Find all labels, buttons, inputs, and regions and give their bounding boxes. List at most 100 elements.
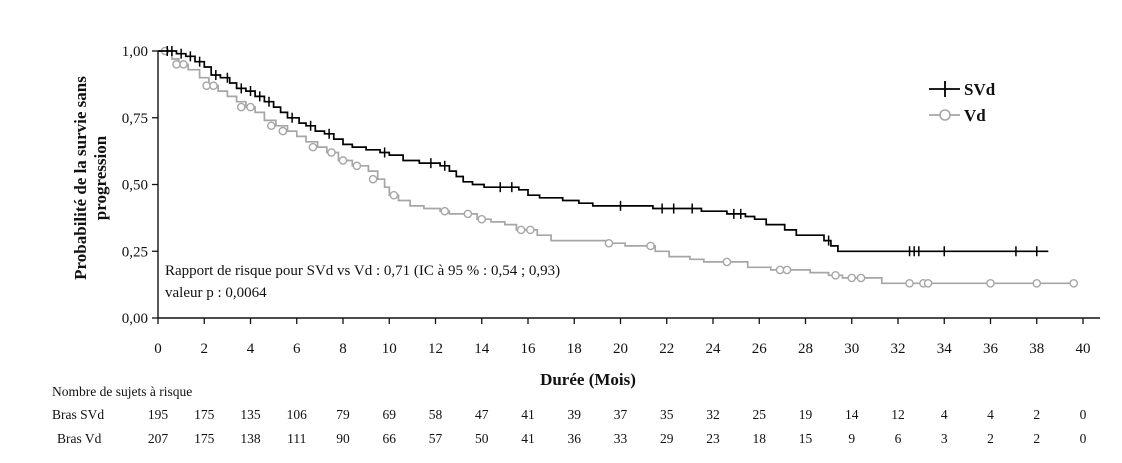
- censor-mark: [986, 278, 995, 288]
- risk-row-label-vd: Bras Vd: [57, 431, 102, 446]
- legend-label-vd: Vd: [964, 106, 986, 125]
- risk-cell: 32: [706, 407, 720, 422]
- censor-mark: [526, 225, 535, 235]
- legend: SVd Vd: [929, 80, 996, 125]
- censor-mark: [831, 270, 840, 280]
- risk-cell: 57: [429, 431, 443, 446]
- risk-cell: 18: [753, 431, 767, 446]
- risk-cell: 90: [336, 431, 350, 446]
- risk-cell: 2: [1033, 431, 1040, 446]
- y-tick-label: 1,00: [122, 44, 148, 60]
- risk-cell: 135: [240, 407, 261, 422]
- p-value-text: valeur p : 0,0064: [165, 285, 267, 301]
- risk-values: 195 175 135 106 79 69 58 47 41 39 37 35 32 25 19 14 12 4 4…: [148, 407, 1087, 446]
- risk-cell: 19: [799, 407, 813, 422]
- x-tick-label: 22: [659, 341, 674, 357]
- censor-mark: [722, 257, 732, 267]
- risk-table: Nombre de sujets à risque Bras SVd Bras …: [52, 384, 1087, 446]
- risk-cell: 195: [148, 407, 169, 422]
- y-axis-title-line: Probabilité de la survie sans: [71, 76, 90, 280]
- censor-mark: [267, 121, 276, 131]
- x-tick-label: 34: [937, 341, 953, 357]
- risk-cell: 12: [891, 407, 905, 422]
- risk-cell: 0: [1080, 431, 1087, 446]
- risk-cell: 58: [429, 407, 443, 422]
- x-tick-label: 8: [339, 341, 347, 357]
- censor-mark: [477, 214, 487, 224]
- y-axis-title: Probabilité de la survie sansprogression: [71, 76, 110, 280]
- x-tick-label: 36: [983, 341, 999, 357]
- hazard-ratio-text: Rapport de risque pour SVd vs Vd : 0,71 …: [165, 263, 560, 279]
- risk-cell: 41: [521, 431, 535, 446]
- y-tick-label: 0,50: [122, 178, 148, 194]
- y-tick-label: 0,75: [122, 111, 148, 127]
- censor-mark: [368, 174, 378, 184]
- x-ticks: 0 2 4 6 8 10 12 14 16 18 20 22 24 26 28 30 32 34 36 38 40: [154, 318, 1091, 357]
- censor-mark: [202, 81, 211, 91]
- censor-mark: [179, 60, 188, 69]
- censor-mark: [1069, 278, 1079, 288]
- risk-cell: 175: [194, 431, 215, 446]
- censor-mark: [209, 81, 218, 91]
- censor-mark: [463, 209, 473, 219]
- risk-cell: 23: [706, 431, 720, 446]
- risk-cell: 2: [1033, 407, 1040, 422]
- risk-cell: 15: [799, 431, 813, 446]
- risk-cell: 37: [614, 407, 628, 422]
- censor-mark: [440, 206, 450, 216]
- risk-cell: 29: [660, 431, 674, 446]
- x-tick-label: 32: [891, 341, 906, 357]
- x-tick-label: 2: [201, 341, 209, 357]
- risk-cell: 50: [475, 431, 489, 446]
- x-tick-label: 12: [428, 341, 443, 357]
- x-tick-label: 14: [474, 341, 490, 357]
- censor-mark: [782, 265, 792, 275]
- legend-item-vd: Vd: [929, 106, 986, 125]
- risk-cell: 175: [194, 407, 215, 422]
- survival-curve-svd: [158, 50, 1049, 253]
- risk-cell: 207: [148, 431, 169, 446]
- risk-table-title: Nombre de sujets à risque: [52, 384, 192, 399]
- risk-cell: 35: [660, 407, 674, 422]
- risk-cell: 9: [848, 431, 855, 446]
- censor-mark: [646, 241, 655, 251]
- censor-mark: [516, 225, 526, 235]
- risk-cell: 4: [987, 407, 994, 422]
- legend-label-svd: SVd: [964, 80, 996, 99]
- risk-cell: 6: [895, 431, 902, 446]
- censor-mark: [338, 156, 348, 165]
- series-vd: [158, 46, 1079, 288]
- risk-cell: 0: [1080, 407, 1087, 422]
- risk-cell: 14: [845, 407, 859, 422]
- x-tick-label: 28: [798, 341, 813, 357]
- x-tick-label: 20: [613, 341, 628, 357]
- x-tick-label: 18: [567, 341, 582, 357]
- censor-mark: [856, 273, 866, 283]
- risk-cell: 2: [987, 431, 994, 446]
- risk-cell: 3: [941, 431, 948, 446]
- censor-mark: [923, 278, 933, 288]
- censor-mark: [236, 102, 246, 112]
- x-tick-label: 16: [521, 341, 537, 357]
- x-tick-label: 30: [844, 341, 859, 357]
- hazard-ratio-annotation: Rapport de risque pour SVd vs Vd : 0,71 …: [165, 263, 560, 301]
- risk-cell: 79: [336, 407, 350, 422]
- y-axis-title-line: progression: [91, 135, 110, 220]
- x-tick-label: 6: [293, 341, 301, 357]
- y-axis-title-text: Probabilité de la survie sansprogression: [71, 76, 110, 280]
- risk-cell: 69: [383, 407, 397, 422]
- x-tick-label: 10: [382, 341, 397, 357]
- censor-mark: [847, 273, 857, 283]
- censor-mark: [389, 190, 399, 200]
- censor-mark: [308, 142, 318, 152]
- risk-row-label-svd: Bras SVd: [52, 407, 104, 422]
- censor-mark: [775, 265, 785, 275]
- risk-cell: 4: [941, 407, 948, 422]
- censor-mark: [352, 161, 362, 171]
- x-tick-label: 0: [154, 341, 162, 357]
- survival-curve-vd: [158, 50, 1074, 285]
- censor-mark: [172, 60, 181, 69]
- circle-marker-icon: [939, 109, 951, 121]
- risk-cell: 111: [287, 431, 306, 446]
